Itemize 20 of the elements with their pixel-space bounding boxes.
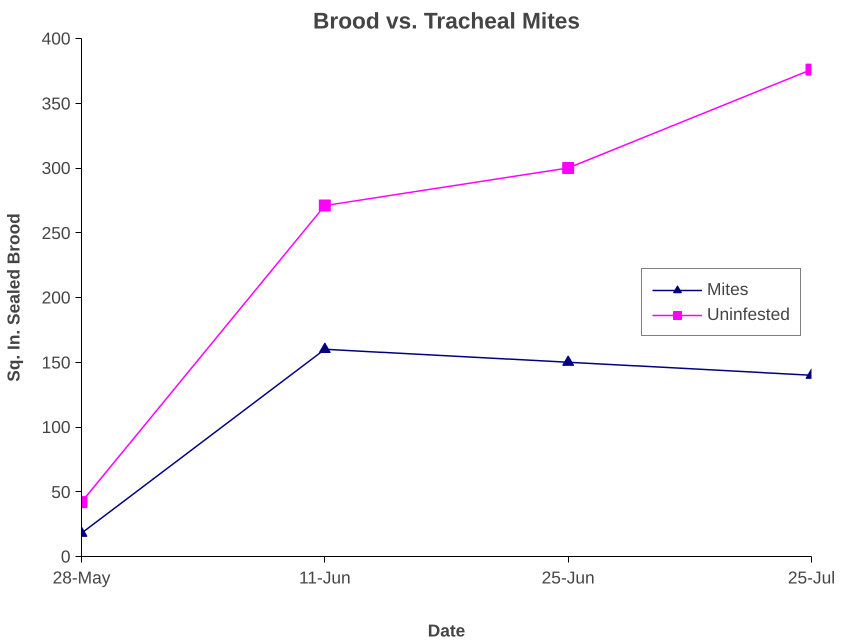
y-tick-label: 0	[60, 546, 71, 566]
y-tick-label: 200	[42, 288, 71, 308]
x-tick-label: 25-Jul	[788, 568, 836, 588]
x-tick-label: 25-Jun	[542, 568, 595, 588]
legend-label: Mites	[707, 279, 748, 300]
point	[318, 200, 331, 212]
y-tick-label: 300	[42, 158, 71, 178]
y-tick-label: 250	[42, 222, 71, 243]
y-tick-label: 50	[51, 482, 71, 502]
chart-title: Brood vs. Tracheal Mites	[313, 8, 580, 34]
y-axis-title: Sq. In. Sealed Brood	[4, 213, 24, 382]
y-tick-label: 400	[42, 28, 71, 48]
y-tick-label: 100	[42, 417, 71, 437]
legend-label: Uninfested	[707, 304, 790, 325]
y-tick-label: 350	[42, 93, 71, 114]
x-tick-label: 11-Jun	[298, 568, 351, 588]
x-tick-label: 28-May	[52, 568, 111, 588]
y-tick-label: 150	[42, 352, 71, 372]
x-axis-title: Date	[428, 620, 466, 640]
point	[562, 162, 574, 174]
